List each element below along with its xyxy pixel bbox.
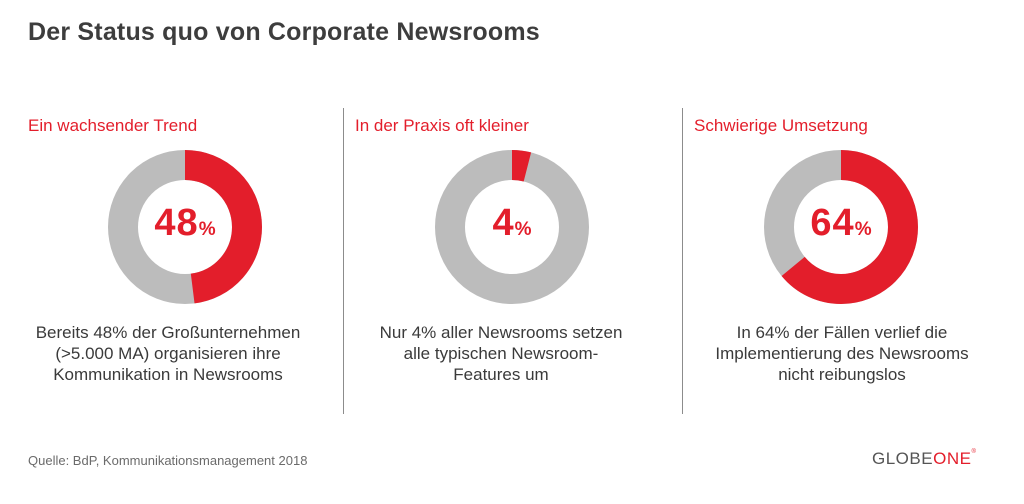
donut-svg [764,150,918,304]
caption-line: Kommunikation in Newsrooms [53,365,283,384]
caption-line: (>5.000 MA) organisieren ihre [55,344,281,363]
caption-line: Implementierung des Newsrooms [715,344,969,363]
logo-part-one: ONE [933,449,972,468]
column-divider [343,108,344,414]
donut-value-label: 48% [108,202,262,245]
stat-column-umsetzung: Schwierige Umsetzung 64% In 64% der Fäll… [684,110,1004,420]
caption-line: nicht reibungslos [778,365,906,384]
donut-unit: % [854,219,872,240]
stat-column-trend: Ein wachsender Trend 48% Bereits 48% der… [0,110,320,420]
caption-line: In 64% der Fällen verlief die [736,323,948,342]
source-note: Quelle: BdP, Kommunikationsmanagement 20… [28,453,308,468]
page-title: Der Status quo von Corporate Newsrooms [28,18,540,46]
logo-part-globe: GLOBE [872,449,934,468]
donut-chart: 4% [435,150,589,304]
stat-caption: Nur 4% aller Newsrooms setzen alle typis… [341,322,661,385]
donut-unit: % [198,219,216,240]
registered-mark: ® [971,449,977,455]
caption-line: Nur 4% aller Newsrooms setzen [379,323,623,342]
column-divider [682,108,683,414]
stat-heading: In der Praxis oft kleiner [355,116,529,135]
stat-column-praxis: In der Praxis oft kleiner 4% Nur 4% alle… [345,110,665,420]
caption-line: Bereits 48% der Großunternehmen [35,323,301,342]
donut-value: 64 [810,202,855,244]
donut-chart: 48% [108,150,262,304]
stat-caption: Bereits 48% der Großunternehmen (>5.000 … [8,322,328,385]
donut-value-label: 64% [764,202,918,245]
caption-line: alle typischen Newsroom- [403,344,599,363]
donut-value-label: 4% [435,202,589,245]
stat-heading: Ein wachsender Trend [28,116,198,135]
stat-caption: In 64% der Fällen verlief die Implementi… [682,322,1002,385]
donut-value: 4 [492,202,515,244]
donut-svg [108,150,262,304]
donut-chart: 64% [764,150,918,304]
globeone-logo: GLOBEONE® [872,449,976,469]
donut-value-slice [764,150,918,304]
donut-value-slice [108,150,262,304]
donut-unit: % [514,219,532,240]
donut-value-slice [435,150,589,304]
donut-svg [435,150,589,304]
donut-value: 48 [154,202,199,244]
caption-line: Features um [453,365,549,384]
stat-heading: Schwierige Umsetzung [694,116,868,135]
